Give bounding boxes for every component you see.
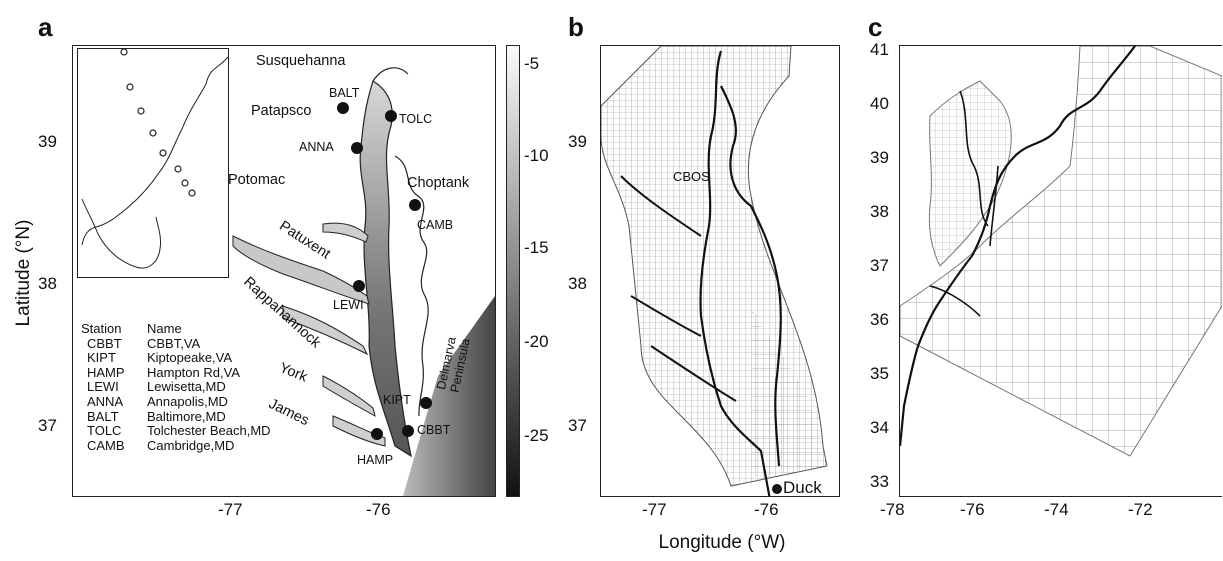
inset-coastline xyxy=(81,49,228,269)
station-label-lewi: LEWI xyxy=(333,298,364,312)
station-label-tolc: TOLC xyxy=(399,112,433,126)
place-patapsco: Patapsco xyxy=(251,103,312,119)
panel-b-ytick: 38 xyxy=(568,274,587,293)
legend-code: ANNA xyxy=(87,393,124,409)
panel-a-xtick: -77 xyxy=(218,500,243,519)
panel-c-xtick: -74 xyxy=(1044,500,1069,519)
colorbar-tick: -25 xyxy=(524,426,549,445)
legend-code: CBBT xyxy=(87,335,122,351)
colorbar xyxy=(506,45,520,497)
colorbar-tick: -10 xyxy=(524,146,549,165)
legend-code: HAMP xyxy=(87,364,125,380)
legend-row: CAMB Cambridge,MD xyxy=(81,437,271,454)
legend-code: TOLC xyxy=(87,423,122,439)
panel-c-ytick: 36 xyxy=(870,310,889,329)
legend-code: KIPT xyxy=(87,350,116,366)
station-label-balt: BALT xyxy=(329,86,360,100)
legend-code: LEWI xyxy=(87,379,119,395)
panel-a-bathymetry xyxy=(232,67,495,496)
legend-row: HAMP Hampton Rd,VA xyxy=(81,364,271,381)
legend-name: Cambridge,MD xyxy=(147,437,235,453)
panel-a-ytick: 39 xyxy=(38,132,57,151)
legend-code: BALT xyxy=(87,408,119,424)
legend-name: CBBT,VA xyxy=(147,335,201,351)
legend-header-station: Station xyxy=(81,321,122,336)
panel-c-ytick: 35 xyxy=(870,364,889,383)
panel-c-ytick: 41 xyxy=(870,40,889,59)
legend-row: LEWI Lewisetta,MD xyxy=(81,380,271,395)
panel-a-map: Susquehanna Patapsco Choptank Potomac Pa… xyxy=(72,45,496,497)
legend-name: Baltimore,MD xyxy=(147,408,226,424)
place-susquehanna: Susquehanna xyxy=(256,53,346,69)
legend-code: CAMB xyxy=(87,437,125,453)
station-label-kipt: KIPT xyxy=(383,393,411,407)
panel-c-ytick: 40 xyxy=(870,94,889,113)
panel-c-ytick: 39 xyxy=(870,148,889,167)
legend-name: Tolchester Beach,MD xyxy=(147,423,271,439)
station-legend: Station Name CBBT CBBT,VA KIPT Kiptopeake,V… xyxy=(81,321,271,454)
panel-c-xtick: -72 xyxy=(1128,500,1153,519)
panel-a-xtick: -76 xyxy=(366,500,391,519)
legend-row: TOLC Tolchester Beach,MD xyxy=(81,423,271,439)
inset-map xyxy=(77,48,229,278)
legend-header: Station Name xyxy=(81,321,271,337)
panel-a-label: a xyxy=(38,12,53,42)
legend-header-name: Name xyxy=(147,321,182,336)
legend-name: Annapolis,MD xyxy=(147,393,228,409)
panel-b-xtick: -76 xyxy=(754,500,779,519)
panel-c-xtick: -78 xyxy=(880,500,905,519)
legend-row: ANNA Annapolis,MD xyxy=(81,393,271,410)
panel-c-map xyxy=(899,45,1222,497)
panel-b-ytick: 37 xyxy=(568,416,587,435)
panel-a-ytick: 37 xyxy=(38,416,57,435)
station-label-camb: CAMB xyxy=(417,218,454,232)
colorbar-tick: -5 xyxy=(524,54,540,73)
place-potomac: Potomac xyxy=(228,172,286,188)
x-axis-title: Longitude (°W) xyxy=(658,532,786,553)
y-axis-title: Latitude (°N) xyxy=(13,219,34,327)
panel-c-ytick: 34 xyxy=(870,418,889,437)
place-choptank: Choptank xyxy=(407,175,470,191)
panel-b-map: CBOS Duck xyxy=(600,45,840,497)
site-label-duck: Duck xyxy=(783,478,822,497)
colorbar-tick: -15 xyxy=(524,238,549,257)
panel-c-xtick: -76 xyxy=(960,500,985,519)
panel-c-ytick: 37 xyxy=(870,256,889,275)
colorbar-tick: -20 xyxy=(524,332,549,351)
legend-name: Kiptopeake,VA xyxy=(147,350,233,366)
panel-b-ytick: 39 xyxy=(568,132,587,151)
legend-name: Hampton Rd,VA xyxy=(147,364,240,380)
legend-row: BALT Baltimore,MD xyxy=(81,408,271,425)
station-label-cbbt: CBBT xyxy=(417,423,451,437)
panel-c-grid xyxy=(900,46,1222,457)
station-label-hamp: HAMP xyxy=(357,453,394,467)
panel-b-label: b xyxy=(568,12,584,42)
panel-b-grid xyxy=(601,46,828,496)
panel-a-ytick: 38 xyxy=(38,274,57,293)
legend-row: KIPT Kiptopeake,VA xyxy=(81,350,271,366)
panel-c-ytick: 33 xyxy=(870,472,889,491)
panel-b-xtick: -77 xyxy=(642,500,667,519)
station-label-anna: ANNA xyxy=(299,140,334,154)
panel-c-label: c xyxy=(868,12,883,42)
legend-name: Lewisetta,MD xyxy=(147,379,226,395)
legend-row: CBBT CBBT,VA xyxy=(81,335,271,352)
site-label-cbos: CBOS xyxy=(673,169,710,184)
panel-c-ytick: 38 xyxy=(870,202,889,221)
